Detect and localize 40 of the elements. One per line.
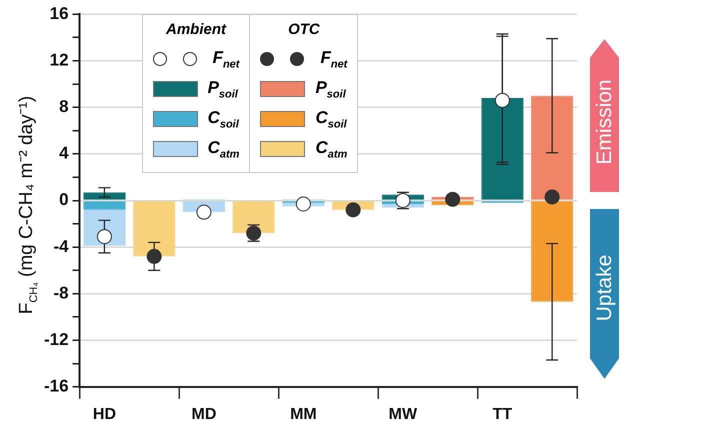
point bbox=[96, 229, 112, 244]
text: Uptake bbox=[592, 254, 616, 321]
point bbox=[445, 192, 460, 207]
y-tick-label: 0 bbox=[59, 190, 69, 210]
y-tick-label: 16 bbox=[50, 4, 69, 23]
legend-label: F$_{net}$ bbox=[212, 48, 240, 70]
annotation: Ambient bbox=[164, 21, 228, 38]
point bbox=[146, 248, 162, 264]
legend-label: C$_{atm}$ bbox=[315, 138, 348, 160]
point bbox=[196, 204, 212, 220]
y-tick-label: 4 bbox=[59, 144, 70, 163]
y-tick-label: -16 bbox=[44, 376, 69, 396]
annotation: OTC bbox=[287, 21, 321, 38]
x-tick-label: MD bbox=[191, 406, 216, 423]
y-tick-label: -8 bbox=[53, 283, 69, 302]
legend-label: F$_{net}$ bbox=[320, 48, 348, 70]
legend-label: C$_{soil}$ bbox=[208, 108, 239, 130]
point bbox=[346, 202, 361, 218]
bar bbox=[531, 96, 574, 200]
legend-label: P$_{soil}$ bbox=[208, 78, 238, 100]
y-tick-label: 12 bbox=[50, 50, 69, 70]
bar bbox=[481, 98, 524, 200]
legend-label: P$_{soil}$ bbox=[315, 78, 346, 100]
point bbox=[544, 190, 560, 205]
y-tick-label: -4 bbox=[53, 236, 70, 256]
x-tick-label: HD bbox=[92, 406, 116, 423]
x-tick-label: MM bbox=[290, 406, 317, 423]
x-tick-label: TT bbox=[492, 406, 512, 423]
legend-label: C$_{atm}$ bbox=[208, 138, 240, 160]
bar bbox=[232, 201, 275, 234]
bar bbox=[83, 201, 126, 210]
bar bbox=[531, 201, 574, 302]
x-tick-label: MW bbox=[388, 406, 418, 423]
y-tick-label: -12 bbox=[44, 330, 69, 349]
legend-label: C$_{soil}$ bbox=[315, 108, 347, 130]
point bbox=[296, 196, 311, 212]
point bbox=[494, 92, 510, 108]
bar bbox=[133, 201, 176, 256]
text: Emission bbox=[592, 79, 616, 164]
y-tick-label: 8 bbox=[59, 97, 69, 116]
